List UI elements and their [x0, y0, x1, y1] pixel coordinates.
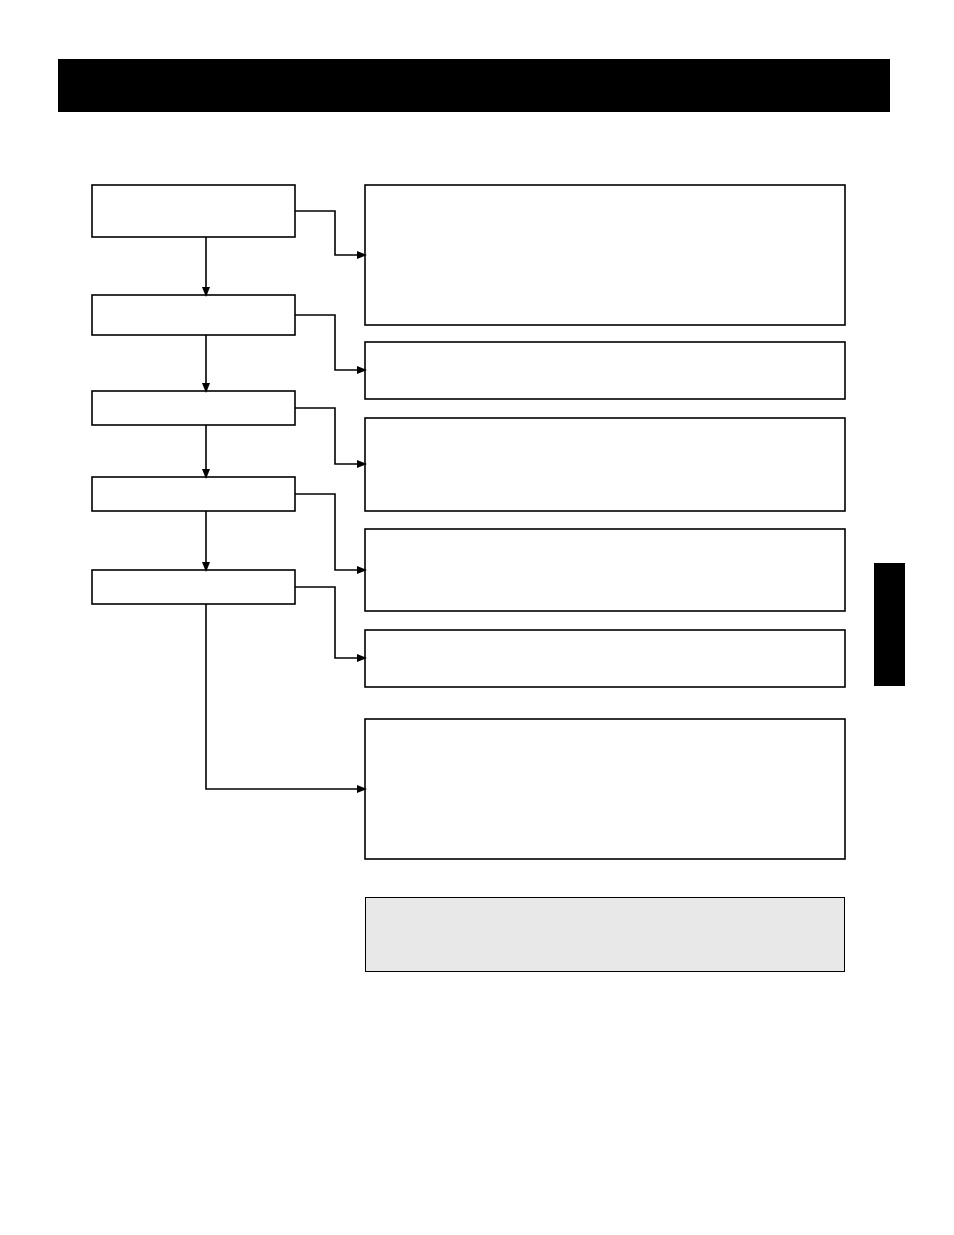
arrow-long-lb5-rb6 — [206, 604, 365, 789]
arrow-elbow-lb4-rb4 — [295, 494, 365, 570]
flow-box-rb4 — [365, 529, 845, 611]
arrow-elbow-lb1-rb1 — [295, 211, 365, 255]
flow-box-lb4 — [92, 477, 295, 511]
flow-box-rb2 — [365, 342, 845, 399]
flow-box-lb2 — [92, 295, 295, 335]
arrow-elbow-lb5-rb5 — [295, 587, 365, 658]
page — [0, 0, 954, 1235]
flow-box-rb6 — [365, 719, 845, 859]
flow-box-lb5 — [92, 570, 295, 604]
flow-box-rb1 — [365, 185, 845, 325]
arrow-elbow-lb2-rb2 — [295, 315, 365, 370]
flow-box-rb5 — [365, 630, 845, 687]
flow-box-rb3 — [365, 418, 845, 511]
flow-box-lb3 — [92, 391, 295, 425]
flow-box-lb1 — [92, 185, 295, 237]
arrow-elbow-lb3-rb3 — [295, 408, 365, 464]
flowchart-svg — [0, 0, 954, 1235]
final-box — [365, 897, 845, 972]
